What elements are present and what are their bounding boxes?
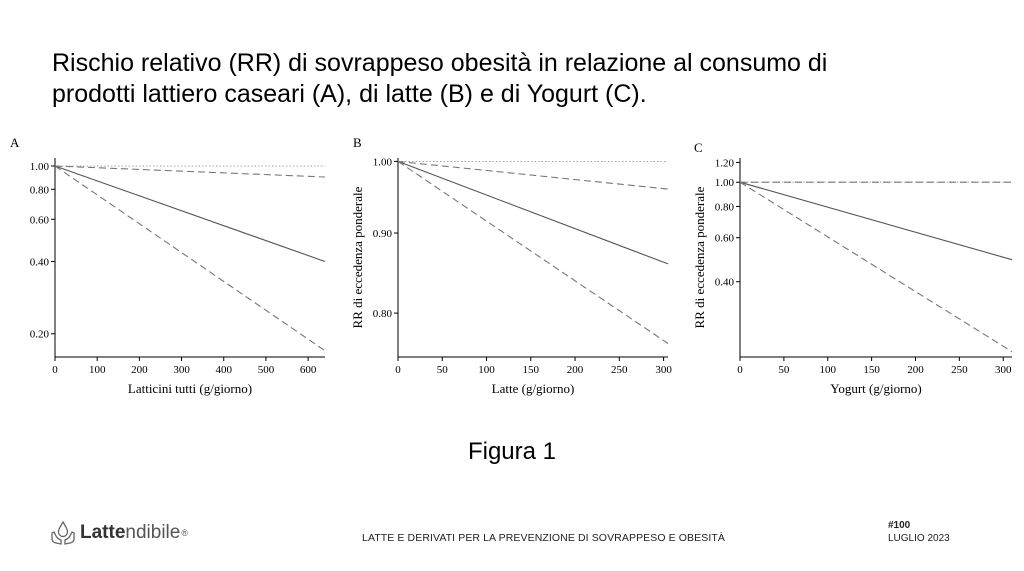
panel-letter: B <box>353 135 362 150</box>
x-tick-label: 200 <box>131 364 148 376</box>
x-tick-label: 0 <box>52 364 58 376</box>
hands-drop-icon <box>51 520 75 545</box>
y-tick-label: 0.40 <box>715 277 735 289</box>
y-axis-label: RR di eccedenza ponderale <box>692 186 707 328</box>
series-line-3 <box>54 165 326 352</box>
x-tick-label: 150 <box>863 364 880 376</box>
y-tick-label: 0.80 <box>715 201 735 213</box>
x-tick-label: 0 <box>737 364 743 376</box>
x-tick-label: 100 <box>478 364 495 376</box>
panel-letter: A <box>10 135 20 150</box>
y-tick-label: 1.20 <box>715 157 735 169</box>
y-tick-label: 0.90 <box>373 228 393 240</box>
x-tick-label: 400 <box>216 364 233 376</box>
brand-name-strong: Latte <box>80 522 126 543</box>
x-tick-label: 50 <box>437 364 449 376</box>
panel-c: C 0 50 100 150 200 250 300 0.40 0.60 0.80 1.00 1.20 Y… <box>692 140 1013 396</box>
panel-b: B 0 50 100 150 200 250 300 0.80 0.90 1.00 Latte (g/… <box>350 135 672 396</box>
y-tick-label: 0.60 <box>715 233 735 245</box>
panel-a: A 0 100 200 300 400 500 600 0.20 0.40 0.60 0.80 1.00… <box>10 135 326 396</box>
slide-title-line-1: Rischio relativo (RR) di sovrappeso obes… <box>52 49 828 77</box>
x-tick-label: 200 <box>567 364 584 376</box>
x-tick-label: 200 <box>907 364 924 376</box>
y-tick-label: 1.00 <box>715 177 735 189</box>
y-tick-label: 0.80 <box>30 184 50 196</box>
issue-number: #100 <box>888 520 911 531</box>
x-axis-label: Latte (g/giorno) <box>492 381 575 396</box>
x-tick-label: 50 <box>778 364 790 376</box>
y-tick-label: 1.00 <box>373 156 393 168</box>
panel-letter: C <box>694 140 703 155</box>
issue-info: #100 LUGLIO 2023 <box>888 519 950 545</box>
brand-name-light: ndibile <box>125 522 181 543</box>
series-line-3 <box>397 160 669 344</box>
series-line-2 <box>397 160 669 190</box>
slide-title-line-2: prodotti lattiero caseari (A), di latte … <box>52 80 647 108</box>
x-axis-label: Latticini tutti (g/giorno) <box>128 381 252 396</box>
x-tick-label: 300 <box>655 364 672 376</box>
series-line-1 <box>397 160 669 265</box>
y-axis-label: RR di eccedenza ponderale <box>350 186 365 328</box>
footer-caption: LATTE E DERIVATI PER LA PREVENZIONE DI S… <box>362 532 725 544</box>
series-line-1 <box>54 165 326 263</box>
y-tick-label: 0.20 <box>30 329 50 341</box>
x-tick-label: 150 <box>523 364 540 376</box>
x-tick-label: 250 <box>611 364 628 376</box>
series-line-2 <box>54 165 326 178</box>
x-tick-label: 250 <box>951 364 968 376</box>
x-tick-label: 500 <box>258 364 275 376</box>
x-tick-label: 100 <box>819 364 836 376</box>
x-axis-label: Yogurt (g/giorno) <box>830 381 922 396</box>
x-tick-label: 100 <box>89 364 106 376</box>
y-tick-label: 0.40 <box>30 257 50 269</box>
x-tick-label: 300 <box>173 364 190 376</box>
y-tick-label: 1.00 <box>30 161 50 173</box>
series-line-3 <box>739 181 1013 353</box>
figure-label: Figura 1 <box>467 438 557 465</box>
x-tick-label: 0 <box>395 364 401 376</box>
y-tick-label: 0.60 <box>30 214 50 226</box>
x-tick-label: 600 <box>300 364 317 376</box>
series-line-1 <box>739 181 1013 261</box>
y-tick-label: 0.80 <box>373 308 393 320</box>
issue-date: LUGLIO 2023 <box>888 533 950 544</box>
slide-title: Rischio relativo (RR) di sovrappeso obes… <box>52 48 952 110</box>
brand-logo: Latte ndibile ® <box>50 520 188 546</box>
registered-mark: ® <box>181 528 188 538</box>
x-tick-label: 300 <box>995 364 1012 376</box>
